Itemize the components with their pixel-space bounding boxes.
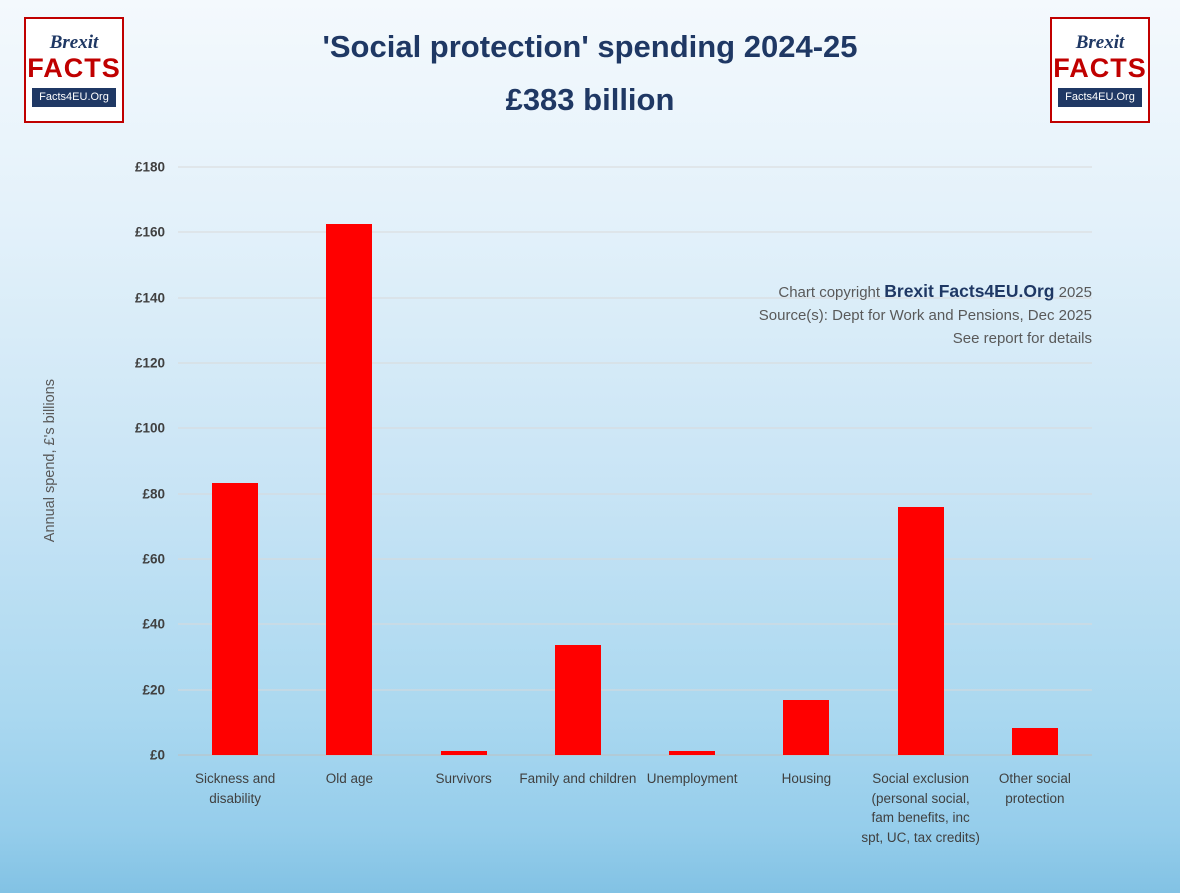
y-tick-label-160: £160 (134, 224, 165, 240)
copyright-brand: Brexit Facts4EU.Org (884, 281, 1055, 301)
logo-org-text: Facts4EU.Org (32, 88, 116, 107)
y-tick-label-0: £0 (149, 747, 165, 763)
bar-5 (783, 700, 830, 755)
chart-title-line1: 'Social protection' spending 2024-25 (322, 29, 858, 64)
bar-7 (1011, 727, 1058, 755)
logo-facts-text: FACTS (27, 53, 121, 83)
annotation-block: Chart copyright Brexit Facts4EU.Org 2025… (759, 280, 1092, 350)
gridline-0 (178, 754, 1092, 756)
x-tick-label-4: Unemployment (646, 771, 738, 786)
x-tick-label-7: Other social protection (998, 771, 1071, 806)
brexit-facts4eu-logo-right: Brexit FACTS Facts4EU.Org (1050, 17, 1150, 123)
gridline-60 (178, 558, 1092, 560)
gridline-100 (178, 427, 1092, 429)
x-tick-label-0: Sickness and disability (194, 771, 276, 806)
copyright-line: Chart copyright Brexit Facts4EU.Org 2025 (759, 280, 1092, 304)
y-axis-label: Annual spend, £'s billions (42, 379, 58, 543)
x-tick-label-3: Family and children (519, 771, 637, 786)
gridline-120 (178, 362, 1092, 364)
gridline-180 (178, 166, 1092, 168)
y-tick-label-100: £100 (134, 420, 165, 436)
x-tick-label-2: Survivors (435, 771, 492, 786)
bar-2 (440, 751, 487, 755)
y-tick-label-20: £20 (142, 682, 165, 698)
y-tick-label-180: £180 (134, 159, 165, 175)
logo-brexit-text: Brexit (1075, 32, 1125, 53)
plot-area: £0 £20 £40 £60 £80 £100 £120 £140 £160 £180 Sickne… (135, 160, 1092, 845)
gridline-140 (178, 297, 1092, 299)
gridline-160 (178, 231, 1092, 233)
x-tick-label-5: Housing (781, 771, 832, 786)
y-tick-label-120: £120 (134, 355, 165, 371)
gridline-80 (178, 493, 1092, 495)
gridline-40 (178, 623, 1092, 625)
chart-title-line2: £383 billion (505, 82, 675, 118)
y-tick-label-140: £140 (134, 290, 165, 306)
bar-6 (897, 507, 944, 755)
logo-brexit-text: Brexit (49, 32, 99, 53)
copyright-suffix: 2025 (1054, 284, 1092, 301)
bar-0 (212, 482, 259, 755)
y-tick-label-60: £60 (142, 551, 165, 567)
bar-4 (669, 751, 716, 755)
chart-title: 'Social protection' spending 2024-25 £38… (0, 28, 1180, 118)
logo-org-text: Facts4EU.Org (1058, 88, 1142, 107)
bar-3 (554, 644, 601, 755)
x-tick-label-6: Social exclusion (personal social, fam b… (861, 771, 980, 845)
gridline-20 (178, 689, 1092, 691)
note-line: See report for details (952, 330, 1092, 347)
y-axis-label-wrap: Annual spend, £'s billions (30, 167, 70, 755)
source-line: Source(s): Dept for Work and Pensions, D… (758, 307, 1092, 324)
brexit-facts4eu-logo-left: Brexit FACTS Facts4EU.Org (24, 17, 124, 123)
y-tick-label-40: £40 (142, 616, 165, 632)
y-tick-label-80: £80 (142, 486, 165, 502)
copyright-prefix: Chart copyright (778, 284, 885, 301)
x-tick-label-1: Old age (325, 771, 374, 786)
bar-1 (326, 224, 373, 755)
logo-facts-text: FACTS (1053, 53, 1147, 83)
